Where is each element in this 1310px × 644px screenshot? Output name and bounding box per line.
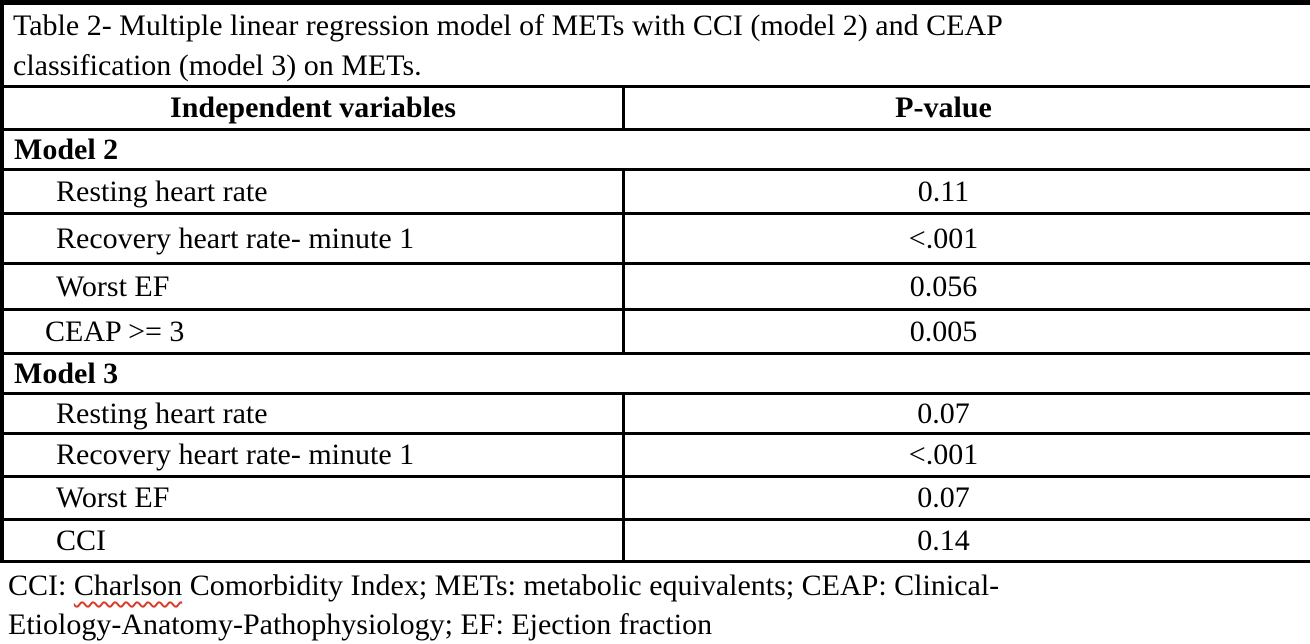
section-header-row-model-2: Model 2	[4, 131, 1310, 171]
column-header-independent-variables: Independent variables	[4, 88, 625, 128]
p-value-cell: 0.11	[917, 174, 970, 208]
table-row: Resting heart rate 0.07	[4, 395, 1310, 435]
table-row: Recovery heart rate- minute 1 <.001	[4, 435, 1310, 478]
row-label-cell: CEAP >= 3	[4, 311, 625, 352]
row-label: Recovery heart rate- minute 1	[56, 438, 415, 471]
table-row: CEAP >= 3 0.005	[4, 311, 1310, 355]
row-label: Recovery heart rate- minute 1	[56, 221, 415, 255]
p-value-cell: <.001	[908, 221, 979, 255]
row-label-cell: CCI	[4, 521, 625, 560]
table-header-row: Independent variables P-value	[4, 88, 1310, 131]
footnote-text: CCI:	[8, 569, 74, 602]
row-label-cell: Worst EF	[4, 478, 625, 518]
p-value-cell: 0.07	[917, 396, 970, 430]
row-label: Worst EF	[56, 269, 170, 303]
table-row: Worst EF 0.056	[4, 265, 1310, 311]
row-label-cell: Resting heart rate	[4, 395, 625, 432]
table-row: Worst EF 0.07	[4, 478, 1310, 521]
p-value-cell: 0.056	[909, 269, 978, 303]
section-header-row-model-3: Model 3	[4, 355, 1310, 395]
table-caption: Table 2- Multiple linear regression mode…	[4, 5, 1023, 86]
row-label-cell: Recovery heart rate- minute 1	[4, 215, 625, 262]
p-value-cell: <.001	[908, 438, 979, 471]
row-label: Worst EF	[56, 481, 170, 514]
row-label: Resting heart rate	[56, 396, 268, 430]
table-row: Resting heart rate 0.11	[4, 171, 1310, 215]
footnote-text: Comorbidity Index; METs: metabolic equiv…	[182, 569, 1000, 602]
caption-line-1: Table 2- Multiple linear regression mode…	[13, 9, 1003, 42]
row-label-cell: Resting heart rate	[4, 171, 625, 212]
section-label-model-3: Model 3	[14, 356, 119, 390]
row-label: CCI	[56, 523, 107, 557]
row-label: Resting heart rate	[56, 174, 268, 208]
row-label-cell: Recovery heart rate- minute 1	[4, 435, 625, 475]
column-header-p-value: P-value	[895, 91, 992, 124]
regression-table: Table 2- Multiple linear regression mode…	[0, 0, 1310, 563]
row-label-cell: Worst EF	[4, 265, 625, 308]
table-caption-row: Table 2- Multiple linear regression mode…	[4, 5, 1310, 88]
p-value-cell: 0.005	[909, 314, 978, 348]
p-value-cell: 0.14	[917, 523, 970, 557]
caption-line-2: classification (model 3) on METs.	[13, 49, 422, 82]
misspelled-word: Charlson	[73, 569, 183, 602]
footnote-line-1: CCI: Charlson Comorbidity Index; METs: m…	[8, 566, 1280, 605]
section-label-model-2: Model 2	[14, 132, 119, 166]
row-label: CEAP >= 3	[45, 314, 185, 348]
p-value-cell: 0.07	[917, 481, 970, 514]
footnote-line-2: Etiology-Anatomy-Pathophysiology; EF: Ej…	[8, 608, 713, 641]
table-row: Recovery heart rate- minute 1 <.001	[4, 215, 1310, 265]
table-footnote: CCI: Charlson Comorbidity Index; METs: m…	[0, 563, 1310, 644]
table-row: CCI 0.14	[4, 521, 1310, 563]
